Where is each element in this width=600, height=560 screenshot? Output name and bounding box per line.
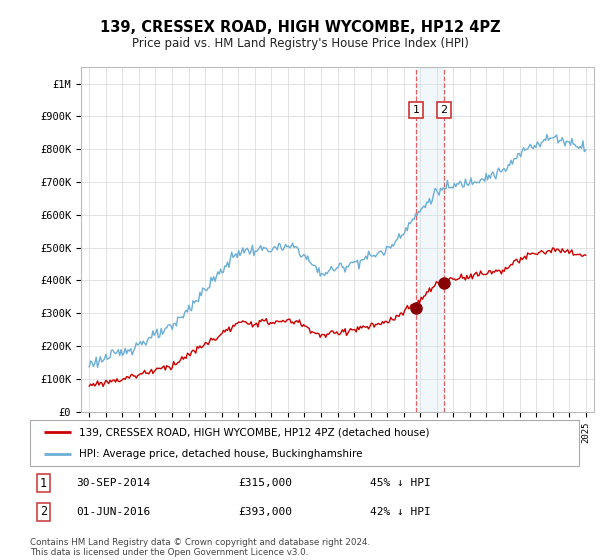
Text: 139, CRESSEX ROAD, HIGH WYCOMBE, HP12 4PZ: 139, CRESSEX ROAD, HIGH WYCOMBE, HP12 4P… — [100, 20, 500, 35]
Text: 1: 1 — [40, 477, 47, 490]
Text: 139, CRESSEX ROAD, HIGH WYCOMBE, HP12 4PZ (detached house): 139, CRESSEX ROAD, HIGH WYCOMBE, HP12 4P… — [79, 427, 430, 437]
Text: Price paid vs. HM Land Registry's House Price Index (HPI): Price paid vs. HM Land Registry's House … — [131, 37, 469, 50]
Text: 2: 2 — [440, 105, 448, 115]
Bar — [416, 67, 444, 412]
Text: 01-JUN-2016: 01-JUN-2016 — [77, 507, 151, 517]
Text: 30-SEP-2014: 30-SEP-2014 — [77, 478, 151, 488]
FancyBboxPatch shape — [30, 420, 579, 466]
Text: HPI: Average price, detached house, Buckinghamshire: HPI: Average price, detached house, Buck… — [79, 449, 363, 459]
Text: £393,000: £393,000 — [239, 507, 293, 517]
Text: £315,000: £315,000 — [239, 478, 293, 488]
Text: 2: 2 — [40, 505, 47, 518]
Text: Contains HM Land Registry data © Crown copyright and database right 2024.
This d: Contains HM Land Registry data © Crown c… — [30, 538, 370, 557]
Text: 45% ↓ HPI: 45% ↓ HPI — [370, 478, 431, 488]
Text: 42% ↓ HPI: 42% ↓ HPI — [370, 507, 431, 517]
Text: 1: 1 — [413, 105, 419, 115]
